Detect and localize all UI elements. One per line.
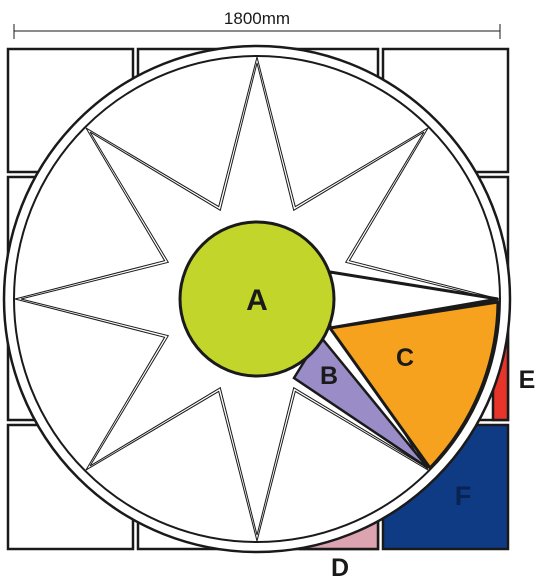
label-c: C: [396, 344, 414, 372]
label-f: F: [455, 481, 472, 511]
label-a: A: [246, 284, 268, 317]
star-outline-inner: [20, 62, 494, 536]
label-b: B: [320, 362, 338, 390]
dimension-line: [13, 24, 501, 39]
compass-star: [14, 56, 500, 542]
star-outline-outer: [14, 56, 500, 542]
label-e: E: [519, 366, 536, 394]
wedge-c: [327, 300, 500, 471]
dimension-label: 1800mm: [224, 9, 290, 28]
label-d: D: [331, 554, 349, 581]
hub-a: [178, 220, 336, 378]
